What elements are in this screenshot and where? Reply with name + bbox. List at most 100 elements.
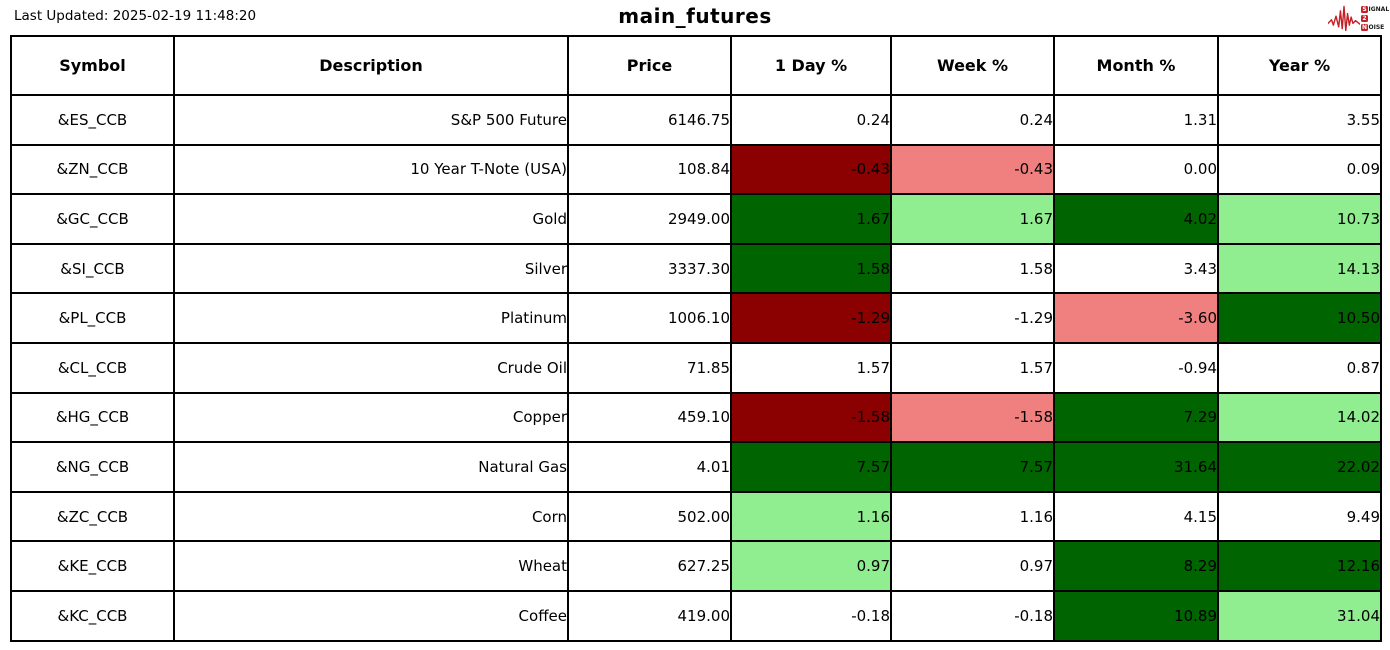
symbol-cell: &ZC_CCB [10, 490, 175, 543]
table-row-hg: &HG_CCB Copper 459.10 -1.58 -1.58 7.29 1… [10, 391, 1382, 444]
week-pct-cell: 1.67 [890, 193, 1055, 245]
year-pct-cell: 14.02 [1217, 391, 1382, 444]
description-cell: Gold [173, 193, 569, 245]
price-cell: 459.10 [567, 391, 732, 444]
year-pct-cell: 14.13 [1217, 242, 1382, 295]
week-pct-cell: 7.57 [890, 441, 1055, 493]
last-updated-label: Last Updated: 2025-02-19 11:48:20 [14, 8, 257, 24]
day-pct-cell: -1.58 [730, 391, 892, 444]
week-pct-cell: 1.57 [890, 341, 1055, 394]
symbol-cell: &SI_CCB [10, 242, 175, 295]
month-pct-cell: 4.15 [1053, 490, 1219, 543]
month-pct-cell: 7.29 [1053, 391, 1219, 444]
description-cell: Coffee [173, 589, 569, 642]
day-pct-cell: 7.57 [730, 441, 892, 493]
year-pct-cell: 0.87 [1217, 341, 1382, 394]
week-pct-cell: -1.29 [890, 292, 1055, 344]
year-pct-cell: 31.04 [1217, 589, 1382, 642]
logo-rest-oise: OISE [1368, 23, 1385, 31]
day-pct-cell: 0.24 [730, 94, 892, 146]
week-pct-cell: 0.24 [890, 94, 1055, 146]
price-cell: 627.25 [567, 540, 732, 592]
month-pct-cell: 8.29 [1053, 540, 1219, 592]
week-pct-cell: -0.18 [890, 589, 1055, 642]
table-row-cl: &CL_CCB Crude Oil 71.85 1.57 1.57 -0.94 … [10, 341, 1382, 394]
table-row-kc: &KC_CCB Coffee 419.00 -0.18 -0.18 10.89 … [10, 589, 1382, 642]
symbol-cell: &ZN_CCB [10, 143, 175, 196]
description-cell: Crude Oil [173, 341, 569, 394]
symbol-cell: &PL_CCB [10, 292, 175, 344]
col-header-symbol: Symbol [10, 35, 175, 96]
table-row-ng: &NG_CCB Natural Gas 4.01 7.57 7.57 31.64… [10, 441, 1382, 493]
header-row: Symbol Description Price 1 Day % Week % … [10, 35, 1382, 96]
table-row-es: &ES_CCB S&P 500 Future 6146.75 0.24 0.24… [10, 94, 1382, 146]
day-pct-cell: 1.58 [730, 242, 892, 295]
table-row-zc: &ZC_CCB Corn 502.00 1.16 1.16 4.15 9.49 [10, 490, 1382, 543]
description-cell: Natural Gas [173, 441, 569, 493]
page-title: main_futures [618, 4, 772, 28]
logo-badge-s: S [1361, 5, 1368, 13]
symbol-cell: &KC_CCB [10, 589, 175, 642]
table-row-pl: &PL_CCB Platinum 1006.10 -1.29 -1.29 -3.… [10, 292, 1382, 344]
month-pct-cell: 10.89 [1053, 589, 1219, 642]
price-cell: 1006.10 [567, 292, 732, 344]
description-cell: Corn [173, 490, 569, 543]
logo-rest-ignal: IGNAL [1368, 5, 1390, 13]
description-cell: 10 Year T-Note (USA) [173, 143, 569, 196]
year-pct-cell: 10.50 [1217, 292, 1382, 344]
logo-badge-n: N [1361, 23, 1368, 31]
table-row-zn: &ZN_CCB 10 Year T-Note (USA) 108.84 -0.4… [10, 143, 1382, 196]
logo-text: S IGNAL 2 N OISE [1361, 5, 1389, 31]
futures-table: Symbol Description Price 1 Day % Week % … [10, 35, 1382, 642]
col-header-description: Description [173, 35, 569, 96]
table-row-si: &SI_CCB Silver 3337.30 1.58 1.58 3.43 14… [10, 242, 1382, 295]
description-cell: S&P 500 Future [173, 94, 569, 146]
signal2noise-logo: S IGNAL 2 N OISE [1328, 2, 1389, 34]
symbol-cell: &NG_CCB [10, 441, 175, 493]
logo-line-2: 2 [1361, 14, 1389, 22]
day-pct-cell: 1.16 [730, 490, 892, 543]
symbol-cell: &KE_CCB [10, 540, 175, 592]
month-pct-cell: 31.64 [1053, 441, 1219, 493]
month-pct-cell: 0.00 [1053, 143, 1219, 196]
col-header-1day: 1 Day % [730, 35, 892, 96]
month-pct-cell: 4.02 [1053, 193, 1219, 245]
col-header-month: Month % [1053, 35, 1219, 96]
month-pct-cell: 1.31 [1053, 94, 1219, 146]
year-pct-cell: 3.55 [1217, 94, 1382, 146]
month-pct-cell: -3.60 [1053, 292, 1219, 344]
table-row-ke: &KE_CCB Wheat 627.25 0.97 0.97 8.29 12.1… [10, 540, 1382, 592]
month-pct-cell: 3.43 [1053, 242, 1219, 295]
price-cell: 502.00 [567, 490, 732, 543]
description-cell: Wheat [173, 540, 569, 592]
col-header-price: Price [567, 35, 732, 96]
price-cell: 71.85 [567, 341, 732, 394]
symbol-cell: &HG_CCB [10, 391, 175, 444]
day-pct-cell: -1.29 [730, 292, 892, 344]
logo-badge-2: 2 [1361, 14, 1368, 22]
price-cell: 2949.00 [567, 193, 732, 245]
year-pct-cell: 22.02 [1217, 441, 1382, 493]
year-pct-cell: 12.16 [1217, 540, 1382, 592]
week-pct-cell: 0.97 [890, 540, 1055, 592]
week-pct-cell: 1.58 [890, 242, 1055, 295]
description-cell: Copper [173, 391, 569, 444]
description-cell: Platinum [173, 292, 569, 344]
day-pct-cell: 0.97 [730, 540, 892, 592]
week-pct-cell: -1.58 [890, 391, 1055, 444]
symbol-cell: &ES_CCB [10, 94, 175, 146]
week-pct-cell: 1.16 [890, 490, 1055, 543]
price-cell: 108.84 [567, 143, 732, 196]
price-cell: 4.01 [567, 441, 732, 493]
logo-line-noise: N OISE [1361, 23, 1389, 31]
year-pct-cell: 10.73 [1217, 193, 1382, 245]
waveform-icon [1328, 5, 1360, 32]
day-pct-cell: 1.57 [730, 341, 892, 394]
month-pct-cell: -0.94 [1053, 341, 1219, 394]
symbol-cell: &CL_CCB [10, 341, 175, 394]
year-pct-cell: 9.49 [1217, 490, 1382, 543]
description-cell: Silver [173, 242, 569, 295]
col-header-week: Week % [890, 35, 1055, 96]
day-pct-cell: -0.18 [730, 589, 892, 642]
